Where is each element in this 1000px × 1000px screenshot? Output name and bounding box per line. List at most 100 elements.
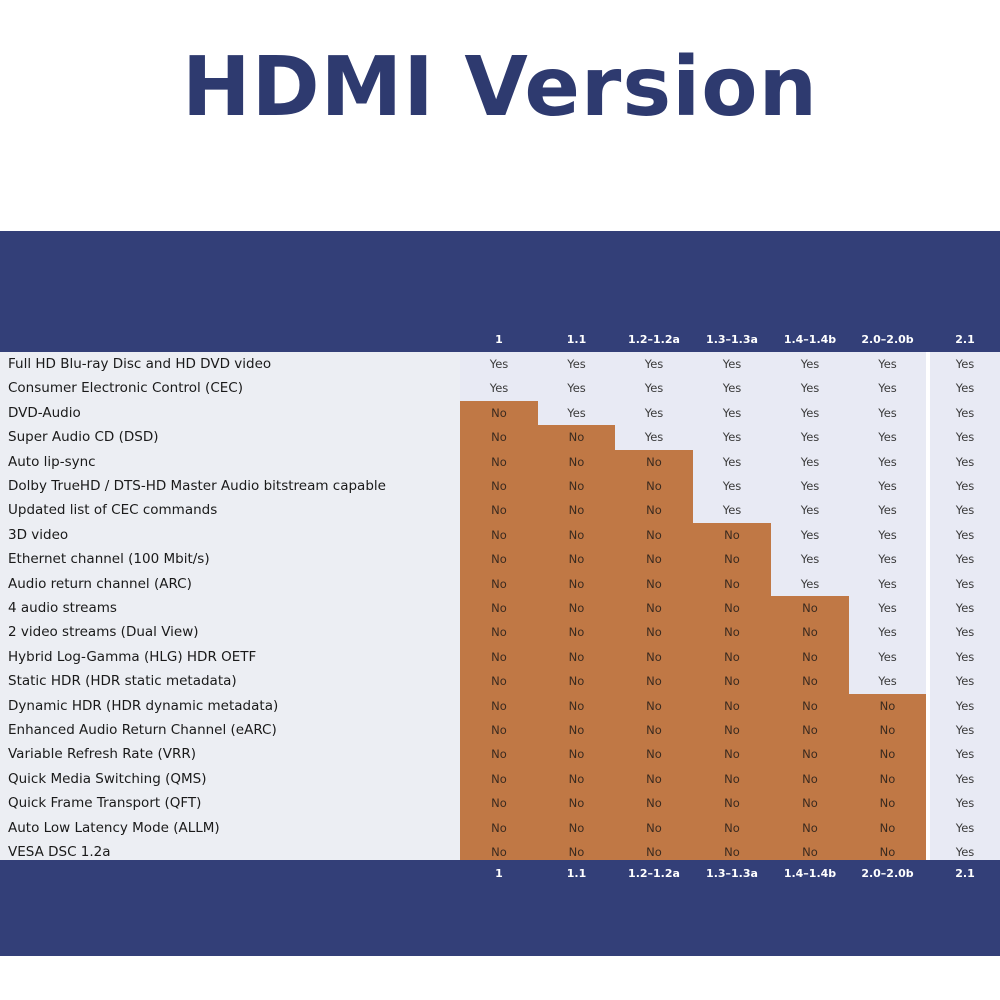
support-no-cell: No (693, 547, 771, 572)
table-row: Consumer Electronic Control (CEC) Yes Yes Y… (0, 376, 1000, 401)
column-divider (926, 522, 930, 548)
support-yes-cell: Yes (849, 596, 926, 621)
support-yes-cell: Yes (930, 693, 1000, 718)
support-no-cell: No (693, 766, 771, 792)
feature-label: DVD-Audio (8, 404, 81, 421)
support-no-cell: No (615, 571, 693, 596)
support-yes-cell: Yes (771, 376, 849, 401)
column-divider (926, 571, 930, 596)
support-no-cell: No (460, 766, 538, 792)
support-no-cell: No (538, 815, 615, 840)
support-yes-cell: Yes (930, 400, 1000, 426)
table-row: Hybrid Log-Gamma (HLG) HDR OETF No No No No N… (0, 644, 1000, 670)
support-yes-cell: Yes (771, 352, 849, 377)
feature-label: Dolby TrueHD / DTS-HD Master Audio bitst… (8, 478, 386, 494)
feature-label: Audio return channel (ARC) (8, 575, 192, 592)
support-no-cell: No (615, 693, 693, 718)
support-yes-cell: Yes (930, 718, 1000, 743)
support-yes-cell: Yes (538, 352, 615, 377)
table-row: Updated list of CEC commands No No No Yes Yes… (0, 498, 1000, 523)
feature-label: Full HD Blu-ray Disc and HD DVD video (8, 356, 272, 372)
support-no-cell: No (460, 474, 538, 499)
page-title: HDMI Version (181, 40, 818, 135)
support-yes-cell: Yes (615, 352, 693, 377)
support-yes-cell: Yes (930, 669, 1000, 694)
support-yes-cell: Yes (930, 620, 1000, 645)
support-no-cell: No (538, 718, 615, 743)
column-divider (926, 620, 930, 645)
column-divider (926, 718, 930, 743)
support-yes-cell: Yes (930, 376, 1000, 401)
support-no-cell: No (693, 571, 771, 596)
support-no-cell: No (538, 644, 615, 670)
column-divider (926, 400, 930, 426)
support-no-cell: No (771, 620, 849, 645)
support-yes-cell: Yes (693, 400, 771, 426)
support-no-cell: No (849, 693, 926, 718)
support-no-cell: No (460, 425, 538, 450)
support-no-cell: No (538, 791, 615, 816)
column-divider (926, 791, 930, 816)
support-yes-cell: Yes (930, 596, 1000, 621)
column-divider (926, 474, 930, 499)
support-yes-cell: Yes (930, 815, 1000, 840)
header-version-6: 2.1 (955, 333, 975, 346)
support-no-cell: No (849, 815, 926, 840)
support-no-cell: No (615, 766, 693, 792)
support-yes-cell: Yes (849, 400, 926, 426)
support-yes-cell: Yes (771, 571, 849, 596)
support-yes-cell: Yes (849, 571, 926, 596)
support-no-cell: No (771, 791, 849, 816)
support-no-cell: No (615, 815, 693, 840)
support-no-cell: No (771, 644, 849, 670)
support-yes-cell: Yes (771, 400, 849, 426)
support-yes-cell: Yes (849, 474, 926, 499)
support-no-cell: No (693, 791, 771, 816)
support-yes-cell: Yes (693, 474, 771, 499)
support-yes-cell: Yes (930, 449, 1000, 474)
feature-label: 2 video streams (Dual View) (8, 624, 199, 641)
feature-label: Quick Frame Transport (QFT) (8, 795, 202, 812)
table-row: Auto Low Latency Mode (ALLM) No No No No No No… (0, 815, 1000, 840)
support-no-cell: No (771, 742, 849, 767)
feature-label: Consumer Electronic Control (CEC) (8, 380, 243, 397)
support-no-cell: No (460, 571, 538, 596)
support-no-cell: No (538, 571, 615, 596)
support-yes-cell: Yes (930, 352, 1000, 377)
version-header-row: 1 1.1 1.2–1.2a 1.3–1.3a 1.4–1.4b 2.0–2.0b 2.1 (0, 328, 1000, 352)
support-yes-cell: Yes (849, 547, 926, 572)
support-no-cell: No (771, 693, 849, 718)
support-no-cell: No (615, 791, 693, 816)
support-yes-cell: Yes (930, 742, 1000, 767)
support-no-cell: No (693, 693, 771, 718)
table-row: Quick Media Switching (QMS) No No No No No No Y… (0, 766, 1000, 792)
footer-version-4: 1.4–1.4b (783, 867, 837, 880)
support-yes-cell: Yes (930, 766, 1000, 792)
support-yes-cell: Yes (849, 498, 926, 523)
feature-label: 3D video (8, 526, 69, 543)
footer-version-6: 2.1 (955, 867, 975, 880)
table-row: Static HDR (HDR static metadata) No No No No… (0, 669, 1000, 694)
column-divider (926, 449, 930, 474)
support-yes-cell: Yes (930, 498, 1000, 523)
feature-label: Auto Low Latency Mode (ALLM) (8, 819, 220, 836)
support-no-cell: No (460, 400, 538, 426)
support-yes-cell: Yes (849, 425, 926, 450)
feature-label: Hybrid Log-Gamma (HLG) HDR OETF (8, 648, 257, 665)
support-no-cell: No (615, 474, 693, 499)
support-no-cell: No (460, 669, 538, 694)
support-no-cell: No (693, 596, 771, 621)
column-divider (926, 376, 930, 401)
support-no-cell: No (460, 791, 538, 816)
support-no-cell: No (849, 742, 926, 767)
header-band (0, 231, 1000, 352)
support-no-cell: No (771, 596, 849, 621)
table-row: Dynamic HDR (HDR dynamic metadata) No No No… (0, 693, 1000, 718)
support-no-cell: No (615, 522, 693, 548)
column-divider (926, 498, 930, 523)
support-no-cell: No (693, 644, 771, 670)
header-version-2: 1.2–1.2a (628, 333, 680, 346)
support-no-cell: No (615, 498, 693, 523)
footer-version-2: 1.2–1.2a (628, 867, 680, 880)
feature-label: Super Audio CD (DSD) (8, 429, 159, 446)
